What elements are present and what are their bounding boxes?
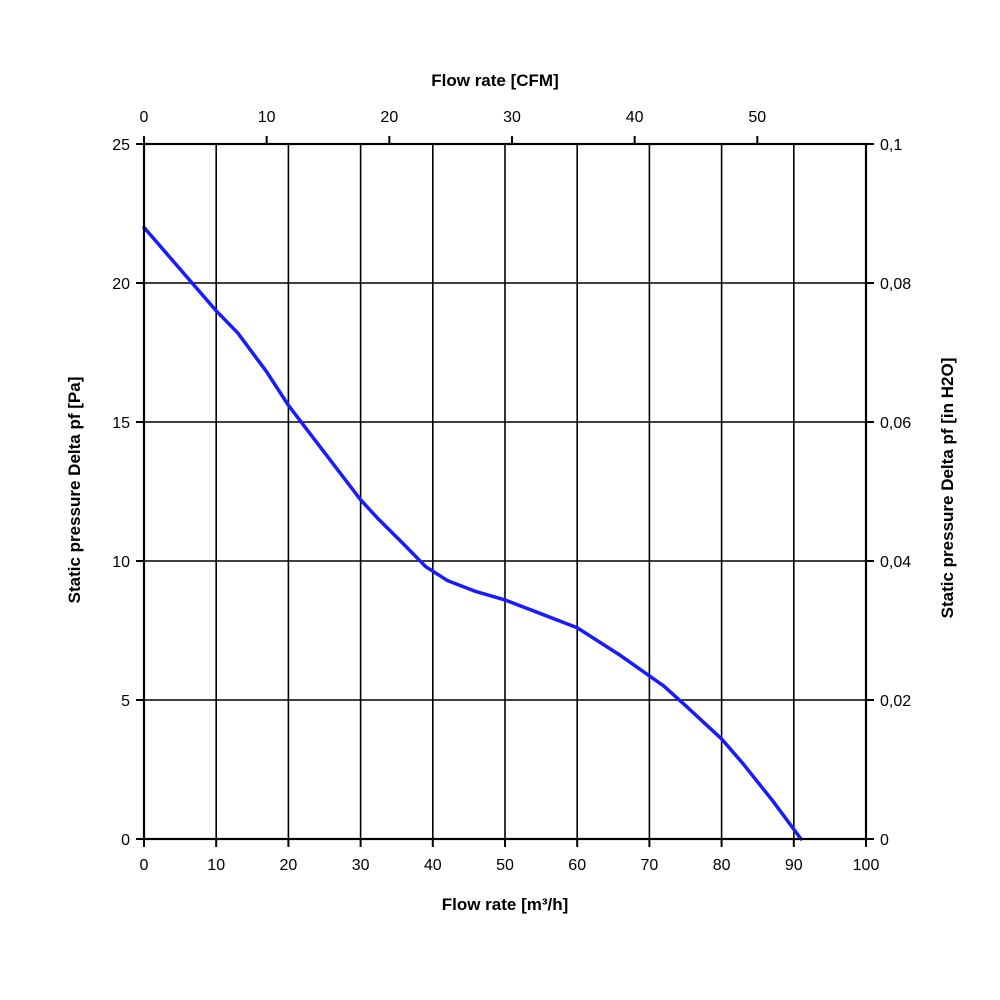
- y2-tick-label: 0,02: [880, 693, 911, 710]
- y2-tick-label: 0,04: [880, 554, 911, 571]
- x2-tick-label: 30: [503, 109, 521, 126]
- y-tick-label: 10: [112, 554, 130, 571]
- x-tick-label: 40: [424, 857, 442, 874]
- x-tick-label: 60: [568, 857, 586, 874]
- pressure-curve-line: [142, 225, 803, 841]
- x-tick-label: 30: [352, 857, 370, 874]
- y2-axis-title: Static pressure Delta pf [in H2O]: [938, 358, 957, 619]
- x2-tick-label: 0: [140, 109, 149, 126]
- y2-tick-label: 0,06: [880, 415, 911, 432]
- x-axis-title: Flow rate [m³/h]: [442, 895, 569, 914]
- x-tick-label: 50: [496, 857, 514, 874]
- x2-tick-label: 40: [626, 109, 644, 126]
- y-tick-label: 20: [112, 276, 130, 293]
- curve-layer: [142, 225, 803, 841]
- y2-tick-label: 0: [880, 832, 889, 849]
- x-tick-label: 0: [140, 857, 149, 874]
- y-axis-title: Static pressure Delta pf [Pa]: [65, 377, 84, 604]
- x-tick-label: 80: [713, 857, 731, 874]
- x2-tick-label: 10: [258, 109, 276, 126]
- x-tick-label: 90: [785, 857, 803, 874]
- x-tick-label: 10: [207, 857, 225, 874]
- x2-tick-label: 20: [380, 109, 398, 126]
- x2-axis-title: Flow rate [CFM]: [431, 71, 559, 90]
- y-tick-label: 15: [112, 415, 130, 432]
- y-tick-label: 25: [112, 137, 130, 154]
- y-tick-label: 5: [121, 693, 130, 710]
- grid-lines: [143, 143, 867, 840]
- x-tick-label: 100: [853, 857, 880, 874]
- y-tick-label: 0: [121, 832, 130, 849]
- y2-tick-label: 0,1: [880, 137, 902, 154]
- x-tick-label: 20: [280, 857, 298, 874]
- y2-tick-label: 0,08: [880, 276, 911, 293]
- x2-tick-label: 50: [748, 109, 766, 126]
- tick-marks: [136, 136, 874, 847]
- x-tick-label: 70: [641, 857, 659, 874]
